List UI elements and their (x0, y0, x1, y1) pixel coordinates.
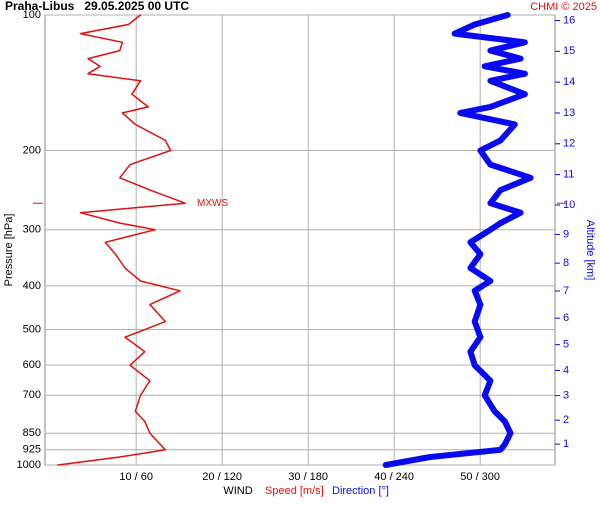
y-tick-label: 925 (23, 444, 41, 456)
y-tick-label: 400 (23, 280, 41, 292)
x-tick-label: 20 / 120 (202, 471, 242, 483)
y2-axis-label: Altitude [km] (584, 220, 596, 281)
y2-tick-label: 13 (563, 107, 575, 119)
y2-tick-label: 15 (563, 45, 575, 57)
y2-tick-label: 14 (563, 76, 575, 88)
legend-direction: Direction [°] (332, 485, 389, 497)
x-tick-label: 50 / 300 (460, 471, 500, 483)
y-tick-label: 500 (23, 323, 41, 335)
y-tick-label: 850 (23, 427, 41, 439)
y2-tick-label: 2 (563, 414, 569, 426)
y2-tick-label: 8 (563, 257, 569, 269)
y2-tick-label: 6 (563, 312, 569, 324)
y2-tick-label: 5 (563, 339, 569, 351)
y-tick-label: 600 (23, 359, 41, 371)
y2-tick-label: 12 (563, 138, 575, 150)
x-tick-label: 40 / 240 (374, 471, 414, 483)
profile-line (382, 12, 534, 468)
y2-tick-label: 10 (563, 199, 575, 211)
y2-tick-label: 1 (563, 438, 569, 450)
y-tick-label: 1000 (17, 459, 41, 471)
x-tick-label: 30 / 180 (288, 471, 328, 483)
x-axis-label: WIND (223, 485, 252, 497)
y2-tick-label: 7 (563, 285, 569, 297)
y2-tick-label: 3 (563, 390, 569, 402)
y-tick-label: 300 (23, 224, 41, 236)
chart-title: Praha-Libus 29.05.2025 00 UTC (5, 0, 189, 13)
profile-line (57, 14, 186, 466)
y2-tick-label: 16 (563, 14, 575, 26)
y-tick-label: 200 (23, 144, 41, 156)
y-axis-label: Pressure [hPa] (3, 214, 15, 287)
y-tick-label: 700 (23, 389, 41, 401)
annotation: MXWS (197, 198, 228, 209)
legend-speed: Speed [m/s] (265, 485, 324, 497)
y2-tick-label: 4 (563, 364, 569, 376)
x-tick-label: 10 / 60 (119, 471, 153, 483)
credit: CHMI © 2025 (530, 1, 597, 13)
y-tick-label: 100 (23, 9, 41, 21)
y2-tick-label: 9 (563, 228, 569, 240)
y2-tick-label: 11 (563, 169, 574, 181)
